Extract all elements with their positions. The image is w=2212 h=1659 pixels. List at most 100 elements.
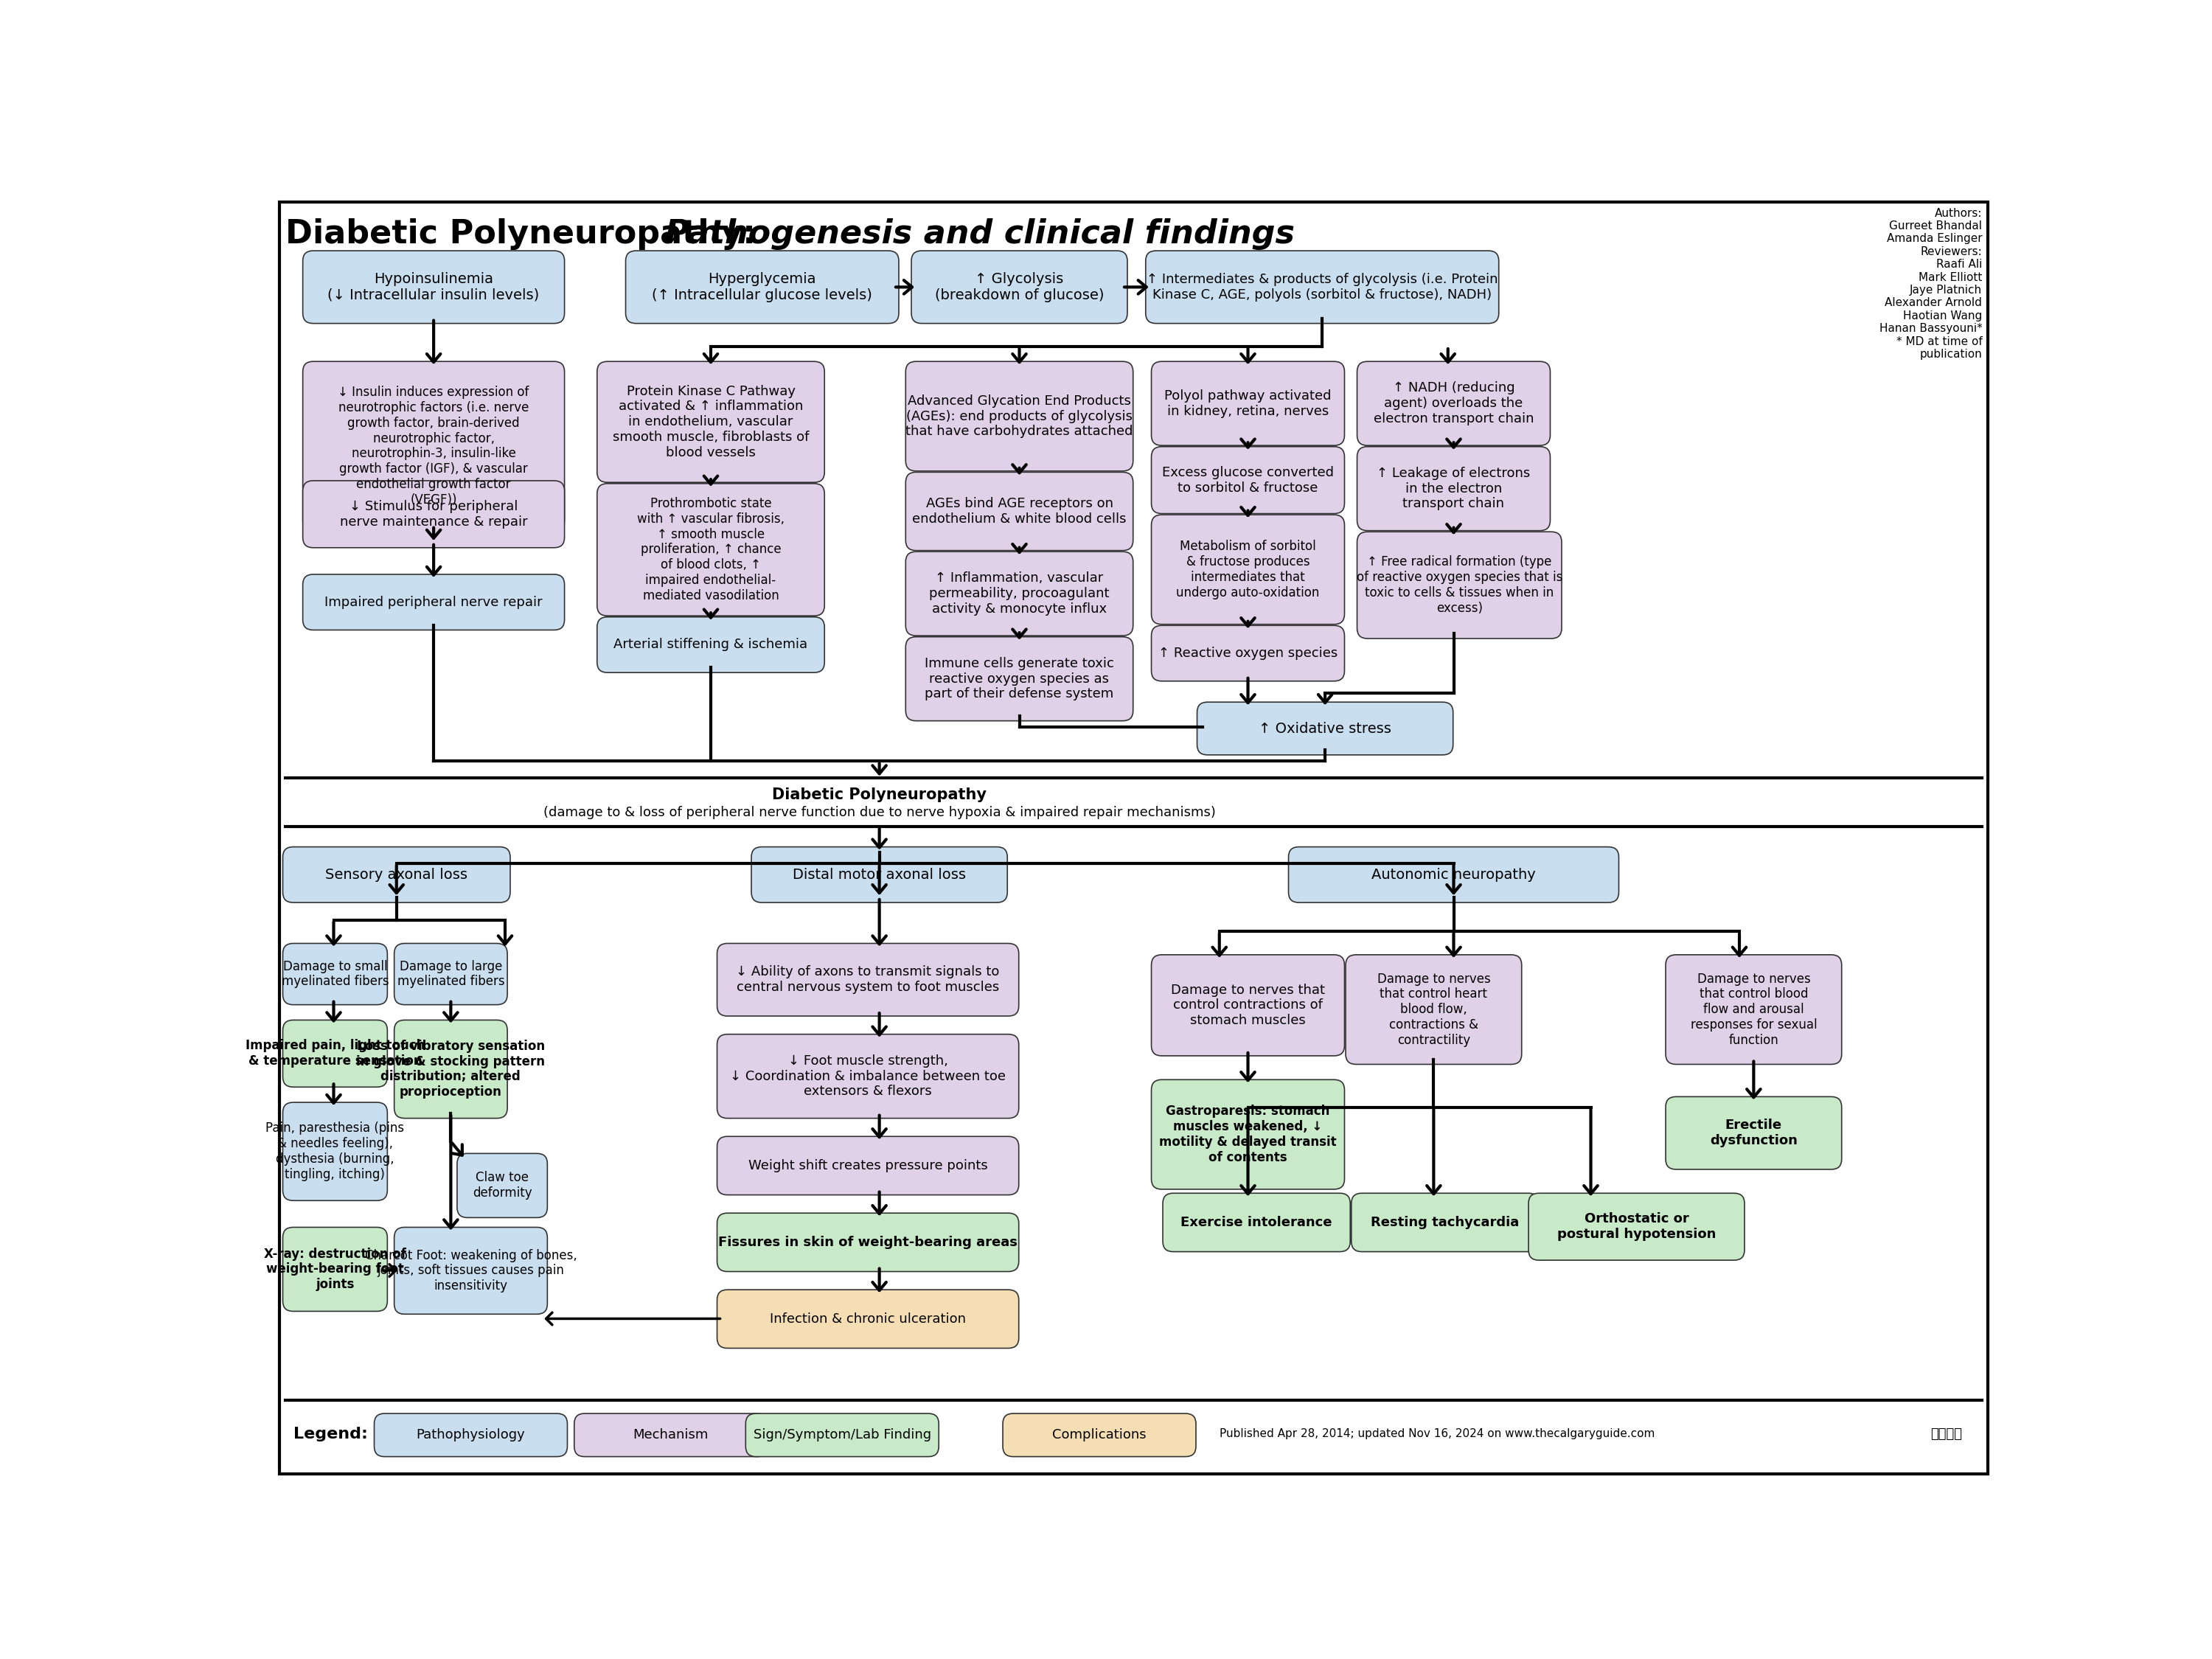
FancyBboxPatch shape: [717, 1136, 1020, 1194]
Text: Legend:: Legend:: [294, 1427, 367, 1442]
FancyBboxPatch shape: [303, 481, 564, 547]
Text: Advanced Glycation End Products
(AGEs): end products of glycolysis
that have car: Advanced Glycation End Products (AGEs): …: [905, 395, 1133, 438]
Text: Excess glucose converted
to sorbitol & fructose: Excess glucose converted to sorbitol & f…: [1161, 466, 1334, 494]
Text: Damage to nerves that
control contractions of
stomach muscles: Damage to nerves that control contractio…: [1170, 984, 1325, 1027]
FancyBboxPatch shape: [752, 846, 1006, 902]
Text: Claw toe
deformity: Claw toe deformity: [473, 1171, 531, 1199]
Text: Published Apr 28, 2014; updated Nov 16, 2024 on www.thecalgaryguide.com: Published Apr 28, 2014; updated Nov 16, …: [1219, 1428, 1655, 1440]
FancyBboxPatch shape: [745, 1413, 938, 1457]
FancyBboxPatch shape: [303, 362, 564, 531]
FancyBboxPatch shape: [1197, 702, 1453, 755]
FancyBboxPatch shape: [374, 1413, 566, 1457]
FancyBboxPatch shape: [1358, 446, 1551, 531]
Text: ↑ Inflammation, vascular
permeability, procoagulant
activity & monocyte influx: ↑ Inflammation, vascular permeability, p…: [929, 572, 1110, 615]
FancyBboxPatch shape: [717, 944, 1020, 1015]
Text: Diabetic Polyneuropathy:: Diabetic Polyneuropathy:: [285, 219, 768, 251]
Text: Protein Kinase C Pathway
activated & ↑ inflammation
in endothelium, vascular
smo: Protein Kinase C Pathway activated & ↑ i…: [613, 385, 810, 460]
Text: Loss of vibratory sensation
in glove & stocking pattern
distribution; altered
pr: Loss of vibratory sensation in glove & s…: [356, 1040, 544, 1098]
Text: ↑ Oxidative stress: ↑ Oxidative stress: [1259, 722, 1391, 735]
Text: Pathogenesis and clinical findings: Pathogenesis and clinical findings: [666, 219, 1294, 251]
FancyBboxPatch shape: [1164, 1193, 1349, 1251]
FancyBboxPatch shape: [1666, 954, 1843, 1065]
FancyBboxPatch shape: [1666, 1097, 1843, 1170]
Text: Complications: Complications: [1053, 1428, 1146, 1442]
FancyBboxPatch shape: [303, 574, 564, 630]
Text: ↑ NADH (reducing
agent) overloads the
electron transport chain: ↑ NADH (reducing agent) overloads the el…: [1374, 382, 1533, 425]
Text: Autonomic neuropathy: Autonomic neuropathy: [1371, 868, 1535, 881]
Text: Fissures in skin of weight-bearing areas: Fissures in skin of weight-bearing areas: [719, 1236, 1018, 1249]
FancyBboxPatch shape: [1002, 1413, 1197, 1457]
Text: Exercise intolerance: Exercise intolerance: [1181, 1216, 1332, 1229]
Text: Metabolism of sorbitol
& fructose produces
intermediates that
undergo auto-oxida: Metabolism of sorbitol & fructose produc…: [1177, 539, 1321, 599]
FancyBboxPatch shape: [597, 362, 825, 483]
FancyBboxPatch shape: [1290, 846, 1619, 902]
FancyBboxPatch shape: [597, 617, 825, 672]
FancyBboxPatch shape: [394, 1228, 546, 1314]
FancyBboxPatch shape: [1152, 1080, 1345, 1190]
Text: Impaired pain, light touch
& temperature sensation: Impaired pain, light touch & temperature…: [246, 1039, 425, 1068]
FancyBboxPatch shape: [905, 552, 1133, 635]
Text: Damage to small
myelinated fibers: Damage to small myelinated fibers: [281, 961, 389, 989]
Text: Hypoinsulinemia
(↓ Intracellular insulin levels): Hypoinsulinemia (↓ Intracellular insulin…: [327, 272, 540, 302]
Text: Mechanism: Mechanism: [633, 1428, 708, 1442]
FancyBboxPatch shape: [1152, 362, 1345, 446]
Text: Infection & chronic ulceration: Infection & chronic ulceration: [770, 1312, 967, 1326]
Text: Impaired peripheral nerve repair: Impaired peripheral nerve repair: [325, 596, 542, 609]
Text: Immune cells generate toxic
reactive oxygen species as
part of their defense sys: Immune cells generate toxic reactive oxy…: [925, 657, 1115, 700]
FancyBboxPatch shape: [303, 251, 564, 324]
Text: X-ray: destruction of
weight-bearing foot
joints: X-ray: destruction of weight-bearing foo…: [263, 1248, 407, 1291]
Text: ↑ Glycolysis
(breakdown of glucose): ↑ Glycolysis (breakdown of glucose): [936, 272, 1104, 302]
FancyBboxPatch shape: [1345, 954, 1522, 1065]
Text: ↑ Free radical formation (type
of reactive oxygen species that is
toxic to cells: ↑ Free radical formation (type of reacti…: [1356, 556, 1562, 615]
Text: Prothrombotic state
with ↑ vascular fibrosis,
↑ smooth muscle
proliferation, ↑ c: Prothrombotic state with ↑ vascular fibr…: [637, 498, 785, 602]
FancyBboxPatch shape: [905, 362, 1133, 471]
Text: Erectile
dysfunction: Erectile dysfunction: [1710, 1118, 1798, 1148]
Text: Pain, paresthesia (pins
& needles feeling),
dysthesia (burning,
tingling, itchin: Pain, paresthesia (pins & needles feelin…: [265, 1121, 405, 1181]
Text: Charcot Foot: weakening of bones,
joints, soft tissues causes pain
insensitivity: Charcot Foot: weakening of bones, joints…: [365, 1249, 577, 1292]
FancyBboxPatch shape: [1146, 251, 1500, 324]
Text: (damage to & loss of peripheral nerve function due to nerve hypoxia & impaired r: (damage to & loss of peripheral nerve fu…: [544, 806, 1217, 820]
FancyBboxPatch shape: [575, 1413, 768, 1457]
FancyBboxPatch shape: [283, 1228, 387, 1311]
FancyBboxPatch shape: [626, 251, 898, 324]
FancyBboxPatch shape: [1352, 1193, 1540, 1251]
Text: Orthostatic or
postural hypotension: Orthostatic or postural hypotension: [1557, 1213, 1717, 1241]
FancyBboxPatch shape: [717, 1213, 1020, 1271]
FancyBboxPatch shape: [1152, 446, 1345, 514]
FancyBboxPatch shape: [283, 1020, 387, 1087]
Text: ↓ Insulin induces expression of
neurotrophic factors (i.e. nerve
growth factor, : ↓ Insulin induces expression of neurotro…: [338, 387, 529, 506]
Text: Authors:
Gurreet Bhandal
Amanda Eslinger
Reviewers:
Raafi Ali
Mark Elliott
Jaye : Authors: Gurreet Bhandal Amanda Eslinger…: [1880, 207, 1982, 360]
FancyBboxPatch shape: [1152, 954, 1345, 1055]
FancyBboxPatch shape: [905, 637, 1133, 722]
Text: ↑ Intermediates & products of glycolysis (i.e. Protein
Kinase C, AGE, polyols (s: ↑ Intermediates & products of glycolysis…: [1146, 272, 1498, 302]
Text: Sign/Symptom/Lab Finding: Sign/Symptom/Lab Finding: [754, 1428, 931, 1442]
FancyBboxPatch shape: [597, 483, 825, 615]
FancyBboxPatch shape: [717, 1034, 1020, 1118]
FancyBboxPatch shape: [394, 944, 507, 1005]
Text: ⒸⒽⓈⒶ: ⒸⒽⓈⒶ: [1931, 1427, 1962, 1440]
Text: Weight shift creates pressure points: Weight shift creates pressure points: [748, 1160, 987, 1173]
Text: Sensory axonal loss: Sensory axonal loss: [325, 868, 467, 881]
Text: AGEs bind AGE receptors on
endothelium & white blood cells: AGEs bind AGE receptors on endothelium &…: [911, 498, 1126, 526]
Text: ↑ Leakage of electrons
in the electron
transport chain: ↑ Leakage of electrons in the electron t…: [1376, 466, 1531, 511]
Text: Hyperglycemia
(↑ Intracellular glucose levels): Hyperglycemia (↑ Intracellular glucose l…: [653, 272, 872, 302]
FancyBboxPatch shape: [1152, 625, 1345, 682]
FancyBboxPatch shape: [1358, 533, 1562, 639]
Text: Diabetic Polyneuropathy: Diabetic Polyneuropathy: [772, 788, 987, 803]
FancyBboxPatch shape: [458, 1153, 546, 1218]
FancyBboxPatch shape: [1528, 1193, 1745, 1261]
Text: Pathophysiology: Pathophysiology: [416, 1428, 524, 1442]
Text: Resting tachycardia: Resting tachycardia: [1371, 1216, 1520, 1229]
FancyBboxPatch shape: [911, 251, 1128, 324]
Text: Damage to nerves
that control blood
flow and arousal
responses for sexual
functi: Damage to nerves that control blood flow…: [1690, 972, 1816, 1047]
Text: ↓ Foot muscle strength,
↓ Coordination & imbalance between toe
extensors & flexo: ↓ Foot muscle strength, ↓ Coordination &…: [730, 1053, 1006, 1098]
Text: Polyol pathway activated
in kidney, retina, nerves: Polyol pathway activated in kidney, reti…: [1164, 390, 1332, 418]
Text: Arterial stiffening & ischemia: Arterial stiffening & ischemia: [613, 639, 807, 652]
FancyBboxPatch shape: [283, 944, 387, 1005]
FancyBboxPatch shape: [283, 846, 511, 902]
FancyBboxPatch shape: [1152, 514, 1345, 624]
Text: Distal motor axonal loss: Distal motor axonal loss: [792, 868, 967, 881]
Text: Damage to large
myelinated fibers: Damage to large myelinated fibers: [398, 961, 504, 989]
FancyBboxPatch shape: [1358, 362, 1551, 446]
FancyBboxPatch shape: [717, 1289, 1020, 1349]
